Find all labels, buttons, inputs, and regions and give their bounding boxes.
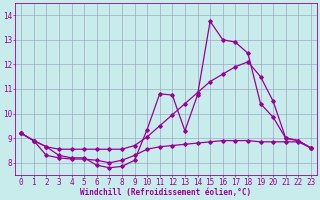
X-axis label: Windchill (Refroidissement éolien,°C): Windchill (Refroidissement éolien,°C) [80,188,252,197]
